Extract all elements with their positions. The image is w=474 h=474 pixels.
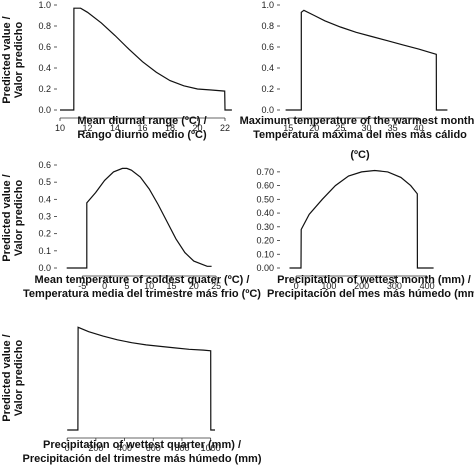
x-tick-label: 10 [55, 123, 65, 133]
x-axis-title: Precipitación del mes más húmedo (mm) [267, 288, 474, 300]
x-tick-label: 30 [361, 123, 371, 133]
y-tick-label: 0.0 [261, 105, 274, 115]
x-tick-label: 400 [420, 281, 435, 291]
y-tick-label: 0.0 [38, 105, 51, 115]
x-tick-label: 200 [88, 443, 103, 453]
chart-panel-1: 0.0 0.2 0.4 0.6 0.8 1.0 10 12 14 16 18 20 22 Mean diu… [38, 0, 232, 141]
x-axis-title: (ºC) [350, 149, 370, 161]
x-tick-label: 10 [144, 281, 154, 291]
y-tick-label: 0.20 [256, 236, 274, 246]
y-axis-title-line: Valor predicho [13, 180, 25, 257]
y-axis-title-line: Predicted value / [1, 16, 13, 103]
x-tick-label: 35 [388, 123, 398, 133]
x-tick-label: 100 [321, 281, 336, 291]
y-tick-label: 0.6 [261, 42, 274, 52]
y-axis-title-line: Valor predicho [13, 340, 25, 417]
y-axis-title-1: Predicted value / Valor predicho [1, 16, 25, 103]
y-tick-label: 0.70 [256, 167, 274, 177]
y-tick-label: 0.50 [256, 194, 274, 204]
y-tick-label: 1.0 [261, 0, 274, 10]
x-tick-label: 200 [354, 281, 369, 291]
y-axis-title-line: Predicted value / [1, 334, 13, 421]
x-tick-label: 300 [387, 281, 402, 291]
y-tick-label: 0.8 [38, 21, 51, 31]
y-axis-title-line: Predicted value / [1, 174, 13, 261]
x-tick-label: -5 [78, 281, 86, 291]
y-tick-label: 0.2 [38, 84, 51, 94]
y-tick-label: 0.10 [256, 249, 274, 259]
x-tick-label: 20 [189, 281, 199, 291]
y-tick-label: 0.30 [256, 222, 274, 232]
x-axis-title: Precipitation of wettest month (mm) / [277, 274, 471, 286]
y-tick-label: 0.3 [38, 212, 51, 222]
x-axis-title: Precipitación del trimestre más húmedo (… [22, 453, 261, 465]
x-tick-label: 0 [65, 443, 70, 453]
y-tick-label: 0.0 [38, 263, 51, 273]
x-tick-label: 1000 [201, 443, 221, 453]
x-tick-label: 16 [137, 123, 147, 133]
series-line-1 [60, 7, 232, 111]
x-tick-label: 5 [124, 281, 129, 291]
y-axis-title-line: Valor predicho [13, 22, 25, 99]
y-tick-label: 0.40 [256, 208, 274, 218]
x-tick-label: 20 [192, 123, 202, 133]
chart-panel-4: 0.00 0.10 0.20 0.30 0.40 0.50 0.60 0.70 0 100 200 3… [256, 167, 474, 300]
x-axis-title: Temperatura máxima del mes más cálido [253, 129, 467, 141]
x-tick-label: 20 [309, 123, 319, 133]
x-axis-title: Precipitation of wettest quarter (mm) / [43, 439, 241, 451]
y-tick-label: 0.8 [261, 21, 274, 31]
x-axis-title: Maximum temperature of the warmest month… [240, 115, 474, 127]
y-tick-label: 0.00 [256, 263, 274, 273]
x-axis-title: Temperatura media del trimestre más frio… [23, 288, 261, 300]
y-tick-label: 0.6 [38, 42, 51, 52]
x-axis-title: Rango diurno medio (ºC) [77, 129, 207, 141]
y-axis-title-2: Predicted value / Valor predicho [1, 174, 25, 261]
x-tick-label: 22 [220, 123, 230, 133]
y-tick-label: 0.60 [256, 181, 274, 191]
x-tick-label: 800 [174, 443, 189, 453]
series-line-1 [289, 169, 434, 269]
x-tick-label: 40 [414, 123, 424, 133]
y-tick-label: 0.2 [38, 229, 51, 239]
x-tick-label: 25 [211, 281, 221, 291]
x-tick-label: 18 [165, 123, 175, 133]
x-tick-label: 600 [146, 443, 161, 453]
series-line-1 [66, 167, 212, 269]
x-axis-title: Mean diurnal range (ºC) / [77, 115, 206, 127]
series-line-1 [285, 9, 448, 111]
x-tick-label: 0 [294, 281, 299, 291]
x-axis-title: Mean temperature of coldest quater (ºC) … [35, 274, 250, 286]
x-tick-label: 25 [335, 123, 345, 133]
y-tick-label: 0.4 [261, 63, 274, 73]
y-tick-label: 0.6 [38, 160, 51, 170]
x-tick-label: 0 [102, 281, 107, 291]
x-tick-label: 12 [82, 123, 92, 133]
y-tick-label: 0.4 [38, 63, 51, 73]
series-line-1 [67, 326, 215, 431]
x-tick-label: 15 [283, 123, 293, 133]
x-tick-label: 15 [166, 281, 176, 291]
y-tick-label: 1.0 [38, 0, 51, 10]
y-axis-title-3: Predicted value / Valor predicho [1, 334, 25, 421]
y-tick-label: 0.1 [38, 246, 51, 256]
y-tick-label: 0.2 [261, 84, 274, 94]
y-tick-label: 0.5 [38, 177, 51, 187]
x-tick-label: 400 [117, 443, 132, 453]
y-tick-label: 0.4 [38, 194, 51, 204]
x-tick-label: 14 [110, 123, 120, 133]
